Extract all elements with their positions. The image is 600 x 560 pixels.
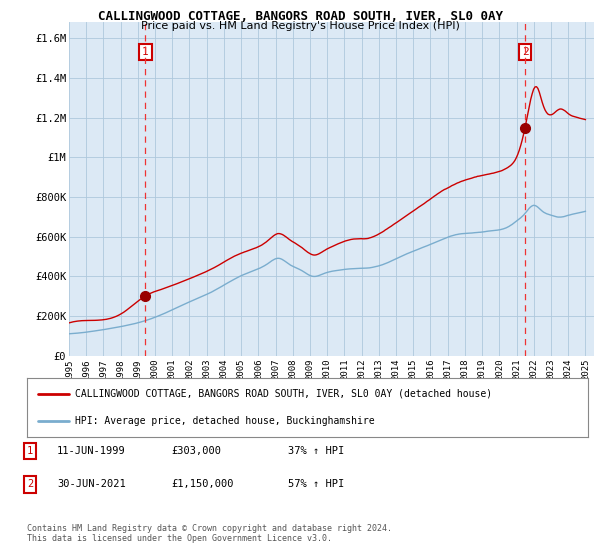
Text: 2: 2 [522,47,529,57]
Text: 11-JUN-1999: 11-JUN-1999 [57,446,126,456]
Text: CALLINGWOOD COTTAGE, BANGORS ROAD SOUTH, IVER, SL0 0AY (detached house): CALLINGWOOD COTTAGE, BANGORS ROAD SOUTH,… [74,389,492,399]
Text: CALLINGWOOD COTTAGE, BANGORS ROAD SOUTH, IVER, SL0 0AY: CALLINGWOOD COTTAGE, BANGORS ROAD SOUTH,… [97,10,503,23]
Text: 1: 1 [142,47,149,57]
Text: 30-JUN-2021: 30-JUN-2021 [57,479,126,489]
Text: £303,000: £303,000 [171,446,221,456]
Text: 57% ↑ HPI: 57% ↑ HPI [288,479,344,489]
Text: Contains HM Land Registry data © Crown copyright and database right 2024.
This d: Contains HM Land Registry data © Crown c… [27,524,392,543]
Text: Price paid vs. HM Land Registry's House Price Index (HPI): Price paid vs. HM Land Registry's House … [140,21,460,31]
Text: HPI: Average price, detached house, Buckinghamshire: HPI: Average price, detached house, Buck… [74,416,374,426]
Text: £1,150,000: £1,150,000 [171,479,233,489]
Text: 1: 1 [27,446,33,456]
Text: 37% ↑ HPI: 37% ↑ HPI [288,446,344,456]
Text: 2: 2 [27,479,33,489]
